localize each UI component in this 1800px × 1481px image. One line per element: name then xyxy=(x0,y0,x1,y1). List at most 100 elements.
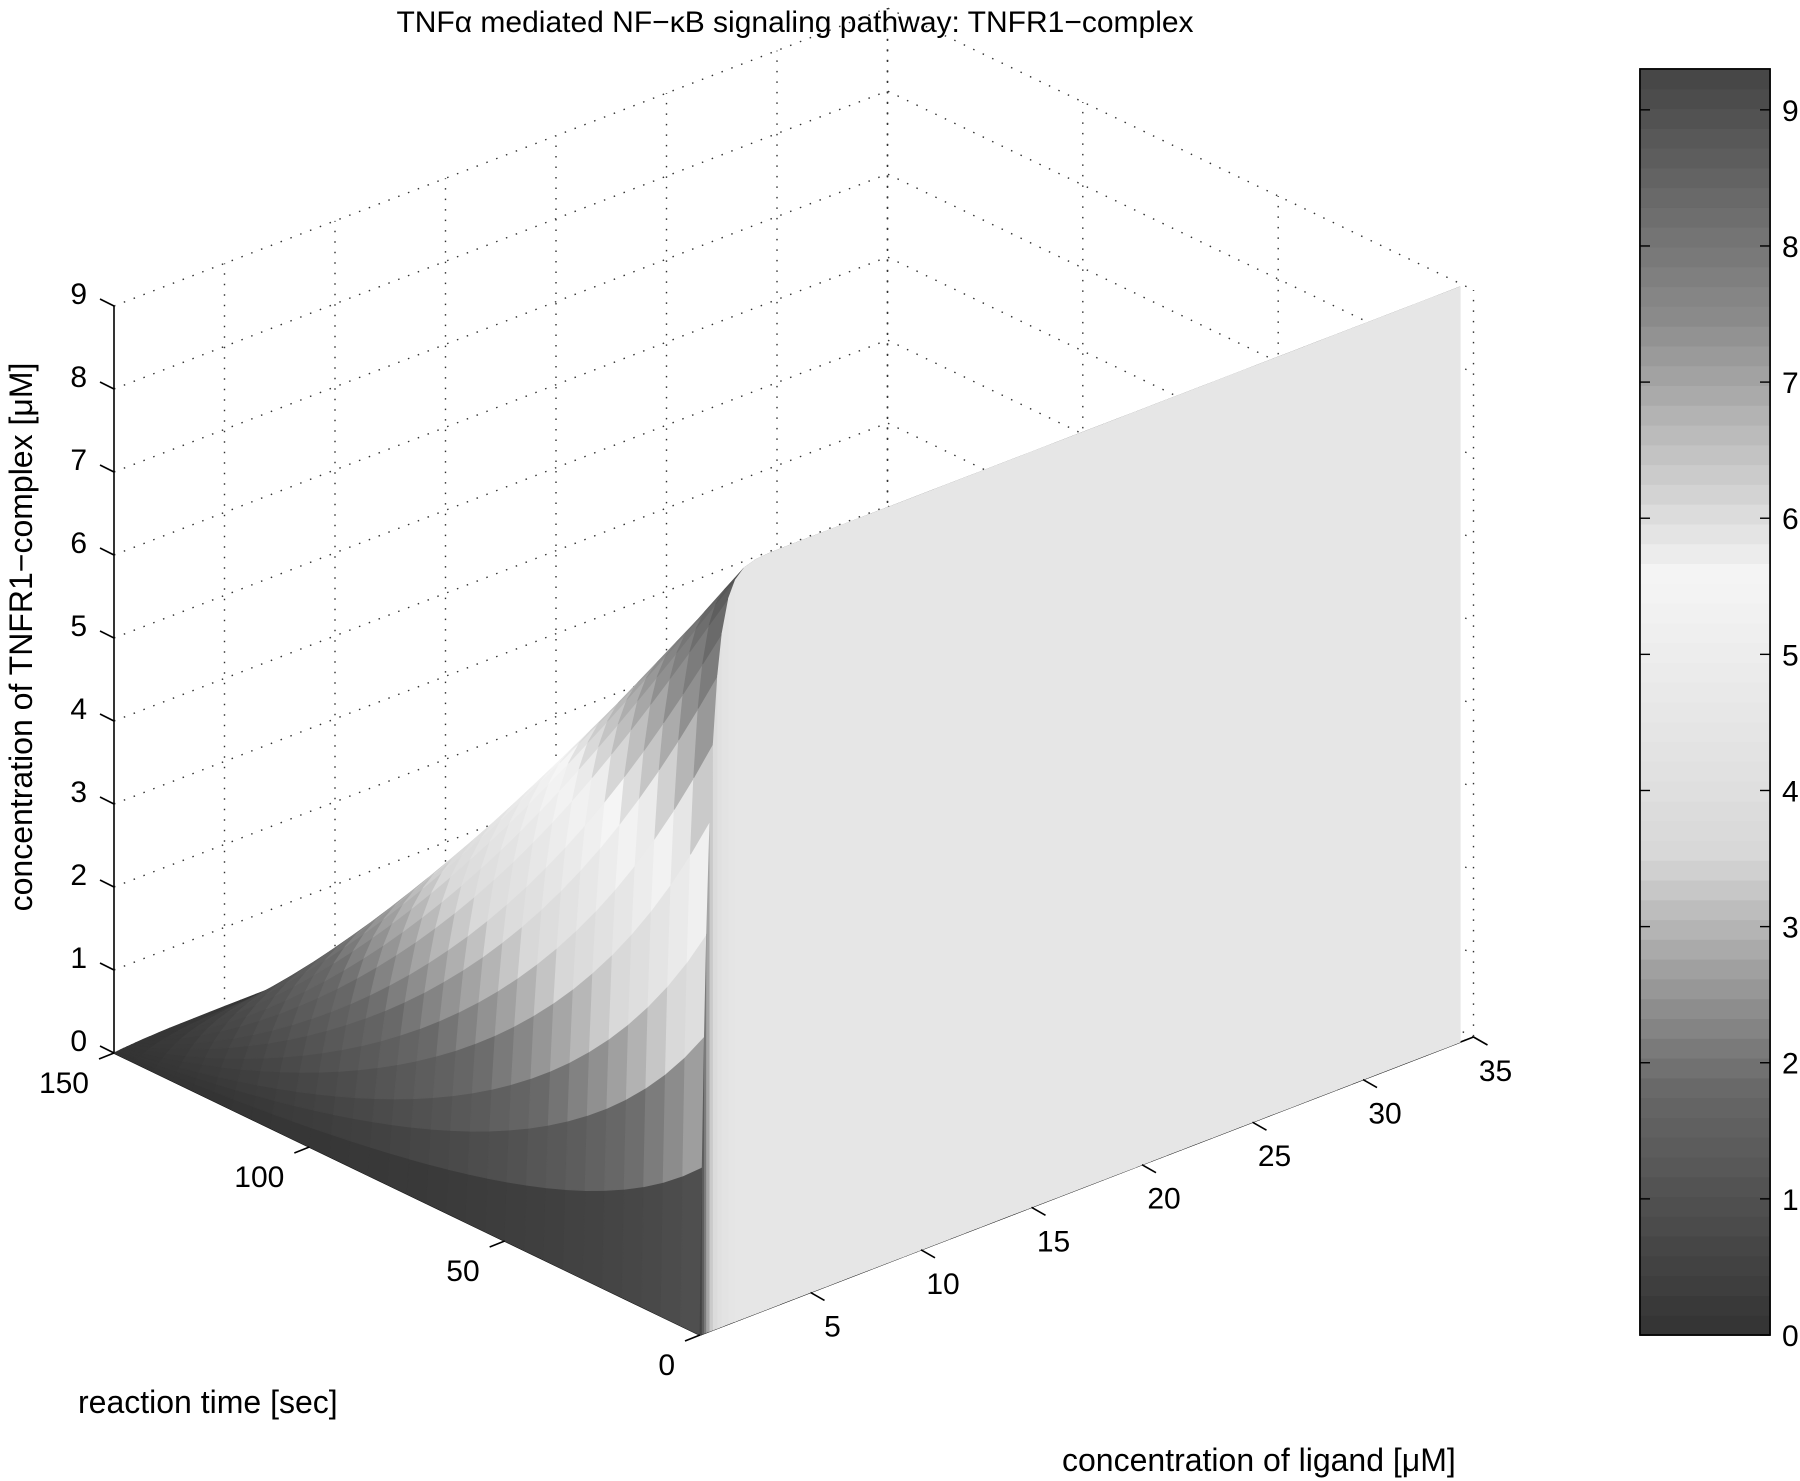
surface-patch xyxy=(682,1035,705,1177)
z-tick-label-6: 6 xyxy=(70,527,87,560)
colorbar-band xyxy=(1640,998,1770,1019)
surface-front-face xyxy=(1227,369,1245,1133)
colorbar-band xyxy=(1640,978,1770,1000)
surface-patch xyxy=(452,1042,476,1097)
surface-front-face xyxy=(933,482,951,1246)
colorbar-tick-label-0: 0 xyxy=(1782,1320,1799,1353)
surface-patch xyxy=(260,1056,285,1073)
surface-patch xyxy=(643,1073,666,1188)
surface-patch xyxy=(640,1181,664,1317)
colorbar-band xyxy=(1640,1156,1770,1178)
z-tick-mark-9 xyxy=(99,298,115,307)
surface-patch xyxy=(428,1128,451,1170)
surface-front-face xyxy=(1320,333,1337,1097)
surface-front-face xyxy=(872,506,889,1270)
surface-patch xyxy=(387,1152,410,1195)
surface-front-face xyxy=(735,566,745,1322)
x-tick-label-2: 15 xyxy=(1037,1225,1070,1258)
surface-patch xyxy=(240,1057,265,1072)
z-tick-mark-6 xyxy=(99,547,115,556)
surface-patch xyxy=(391,1098,415,1128)
surface-plot xyxy=(113,286,1461,1336)
surface-patch xyxy=(525,1124,549,1189)
colorbar-tick-label-9: 9 xyxy=(1782,95,1799,128)
surface-front-face xyxy=(1011,453,1028,1216)
surface-front-face xyxy=(964,471,982,1234)
colorbar-band xyxy=(1640,563,1770,584)
surface-front-face xyxy=(949,476,966,1240)
colorbar-tick-label-4: 4 xyxy=(1782,775,1799,808)
colorbar-band xyxy=(1640,464,1770,485)
colorbar-tick-label-7: 7 xyxy=(1782,367,1799,400)
colorbar-band xyxy=(1640,128,1770,149)
colorbar-band xyxy=(1640,345,1770,367)
colorbar-band xyxy=(1640,1255,1770,1277)
surface-front-face xyxy=(1135,405,1152,1168)
colorbar-band xyxy=(1640,108,1770,129)
surface-patch xyxy=(299,1052,324,1073)
surface-front-face xyxy=(1428,292,1446,1055)
colorbar-tick-label-6: 6 xyxy=(1782,503,1799,536)
chart-title: TNFα mediated NF−κB signaling pathway: T… xyxy=(396,6,1193,39)
colorbar-band xyxy=(1640,543,1770,565)
y-tick-label-3: 150 xyxy=(39,1067,89,1100)
x-tick-label-4: 25 xyxy=(1258,1140,1291,1173)
surface-patch xyxy=(367,1146,391,1186)
colorbar-band xyxy=(1640,1216,1770,1237)
z-tick-label-5: 5 xyxy=(70,610,87,643)
x-tick-label-1: 10 xyxy=(926,1268,959,1301)
colorbar-band xyxy=(1640,939,1770,960)
colorbar-band xyxy=(1640,148,1770,169)
surface-front-face xyxy=(856,512,873,1276)
colorbar-ticks: 0 1 2 3 4 5 6 7 8 9 xyxy=(1640,95,1799,1353)
colorbar-bands xyxy=(1639,68,1771,1336)
z-tick-label-7: 7 xyxy=(70,444,87,477)
colorbar-band xyxy=(1640,899,1770,921)
z-tick-label-2: 2 xyxy=(70,859,87,892)
z-tick-mark-1 xyxy=(99,962,115,971)
surface-patch xyxy=(489,1083,512,1132)
surface-front-face xyxy=(825,524,842,1288)
colorbar-band xyxy=(1640,1315,1770,1336)
z-tick-mark-8 xyxy=(99,381,115,390)
surface-patch xyxy=(506,1127,530,1186)
colorbar-band xyxy=(1640,583,1770,604)
surface-front-face xyxy=(1073,429,1090,1192)
surface-patch xyxy=(408,1126,432,1165)
colorbar-band xyxy=(1640,1117,1770,1138)
z-tick-label-3: 3 xyxy=(70,776,87,809)
colorbar-band xyxy=(1640,1038,1770,1059)
surface-front-face xyxy=(1336,327,1353,1091)
colorbar-band xyxy=(1640,1097,1770,1118)
surface-front-face xyxy=(902,494,920,1258)
colorbar-band xyxy=(1640,523,1770,545)
colorbar: 0 1 2 3 4 5 6 7 8 9 xyxy=(1639,68,1799,1353)
y-tick-label-0: 0 xyxy=(658,1349,675,1382)
colorbar-band xyxy=(1640,800,1770,822)
surface-patch xyxy=(543,1187,566,1270)
surface-front-face xyxy=(709,743,714,1332)
surface-front-face xyxy=(1026,447,1043,1210)
colorbar-frame xyxy=(1639,68,1771,1336)
surface-front-face xyxy=(743,559,756,1319)
surface-patch xyxy=(523,1184,547,1261)
plot-area: 0 1 2 3 4 5 6 7 8 9 0 50 100 150 5 10 15 20 25 30 35 concent… xyxy=(3,7,1512,1478)
colorbar-band xyxy=(1640,840,1770,861)
x-tick-label-3: 20 xyxy=(1147,1183,1180,1216)
surface-patch xyxy=(335,1069,359,1099)
colorbar-band xyxy=(1640,1295,1770,1316)
colorbar-band xyxy=(1640,247,1770,268)
colorbar-band xyxy=(1640,484,1770,505)
x-axis-label: concentration of ligand [μM] xyxy=(1062,1442,1456,1478)
colorbar-band xyxy=(1640,306,1770,327)
surface-front-face xyxy=(1196,381,1214,1144)
y-tick-label-2: 100 xyxy=(234,1161,284,1194)
colorbar-band xyxy=(1640,207,1770,228)
colorbar-band xyxy=(1640,385,1770,406)
surface-front-face xyxy=(1289,345,1306,1109)
surface-front-face xyxy=(1212,375,1229,1139)
colorbar-band xyxy=(1640,1236,1770,1257)
surface-patch xyxy=(484,1177,508,1242)
colorbar-band xyxy=(1640,187,1770,208)
y-tick-mark-0 xyxy=(684,1334,701,1342)
